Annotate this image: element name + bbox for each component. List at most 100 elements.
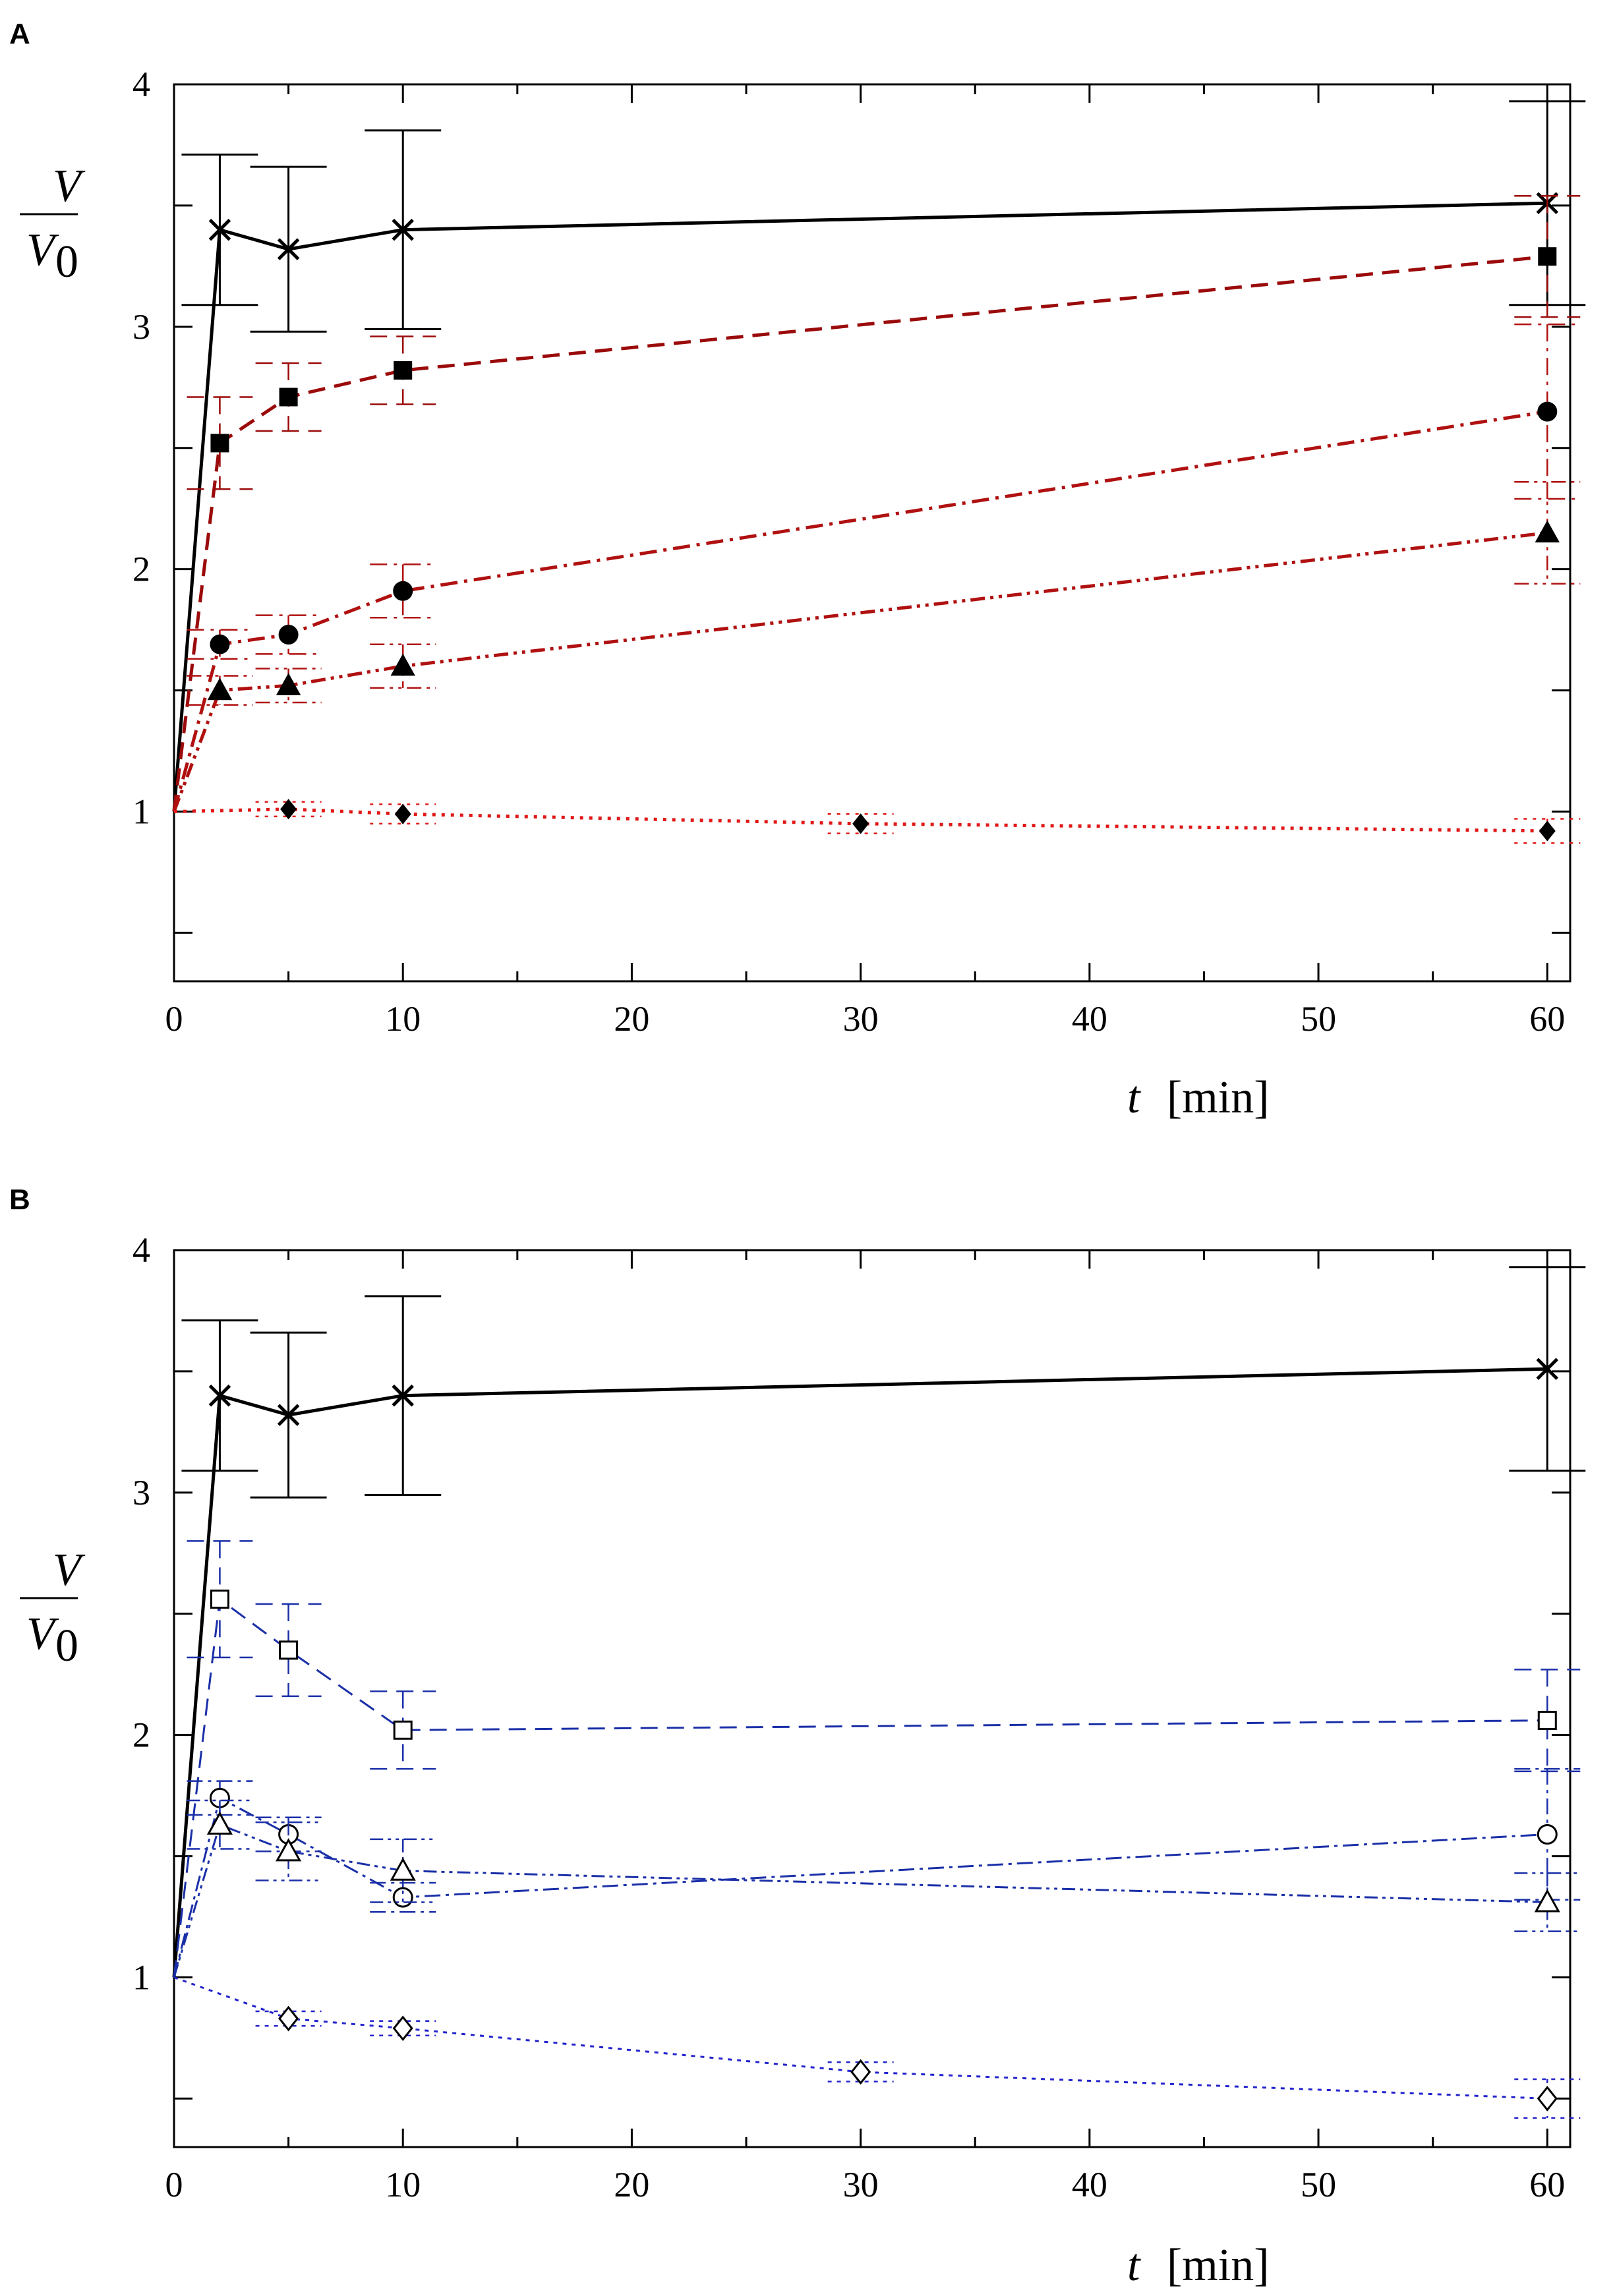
x-tick-label-b-4: 40 [1072, 2165, 1107, 2204]
series-line-open-triangle-b [173, 1823, 1548, 1978]
point-open-triangle-b-1 [276, 1838, 302, 1862]
plot-frame-b [173, 1249, 1571, 2148]
error-bar-open-triangle-b-2 [370, 1838, 436, 1903]
panel-label-b: B [9, 1184, 30, 1216]
y-axis-numerator-a: V [53, 161, 86, 212]
y-axis-denominator-sub-a: 0 [55, 237, 78, 287]
point-triangle-a-0 [207, 677, 233, 701]
series-line-triangle-a [172, 531, 1548, 813]
x-tick-label-a-2: 20 [614, 999, 649, 1039]
series-open-square-b [173, 1540, 1581, 1978]
y-axis-denominator-sub-b: 0 [55, 1621, 78, 1671]
point-circle-a-2 [393, 581, 413, 601]
series-diamond-a [173, 799, 1581, 844]
y-axis-title-a: V V 0 [20, 161, 86, 287]
series-control-b [172, 1266, 1586, 1978]
x-tick-label-a-0: 0 [165, 999, 183, 1039]
point-open-triangle-b-2 [390, 1857, 416, 1881]
point-open-square-b-2 [393, 1720, 413, 1740]
point-diamond-a-3 [1539, 820, 1556, 842]
series-line-square-a [172, 254, 1548, 812]
point-control-b-3 [1536, 1358, 1559, 1381]
y-axis-denominator-b: V [26, 1609, 59, 1659]
y-axis-title-b: V V 0 [20, 1545, 86, 1671]
point-open-square-b-1 [279, 1640, 299, 1660]
point-open-diamond-b-2 [850, 2059, 871, 2085]
x-tick-label-a-1: 10 [385, 999, 421, 1039]
series-control-a [172, 100, 1586, 812]
y-tick-label-b-1: 2 [132, 1715, 150, 1755]
point-square-a-3 [1538, 247, 1557, 266]
x-axis-var-a: t [1127, 1072, 1141, 1123]
x-axis-title-a: t [min] [1127, 1072, 1270, 1123]
point-control-b-1 [277, 1404, 300, 1426]
x-axis-title-b: t [min] [1127, 2240, 1270, 2291]
point-open-diamond-b-3 [1537, 2086, 1558, 2111]
x-tick-label-a-6: 60 [1529, 999, 1565, 1039]
x-axis-unit-b: [min] [1167, 2240, 1270, 2291]
error-bar-square-a-0 [187, 396, 253, 490]
point-open-triangle-b-0 [206, 1811, 233, 1835]
y-tick-label-a-1: 2 [132, 550, 150, 589]
x-axis-unit-a: [min] [1167, 1072, 1270, 1123]
point-triangle-a-1 [276, 673, 301, 695]
series-line-open-square-b [173, 1598, 1548, 1978]
y-axis-numerator-b: V [53, 1545, 86, 1595]
x-tick-label-a-5: 50 [1301, 999, 1336, 1039]
point-open-diamond-b-0 [278, 2005, 299, 2032]
series-triangle-a [172, 481, 1581, 813]
series-open-diamond-b [173, 1976, 1581, 2119]
x-axis-var-b: t [1127, 2240, 1141, 2291]
point-circle-a-3 [1537, 401, 1558, 422]
point-square-a-2 [394, 361, 413, 380]
y-axis-denominator-a: V [26, 225, 59, 275]
error-bar-open-square-b-1 [255, 1603, 322, 1698]
x-tick-label-b-2: 20 [614, 2165, 649, 2204]
point-control-b-0 [208, 1384, 231, 1407]
point-circle-a-1 [278, 624, 299, 645]
point-triangle-a-3 [1535, 520, 1560, 543]
series-line-control-a [172, 201, 1548, 812]
y-tick-label-b-2: 3 [132, 1473, 150, 1512]
x-tick-label-a-3: 30 [843, 999, 879, 1039]
point-diamond-a-0 [280, 799, 297, 820]
series-line-diamond-a [173, 807, 1548, 833]
error-bar-open-triangle-b-0 [187, 1799, 253, 1850]
x-tick-label-b-6: 60 [1529, 2165, 1565, 2204]
point-control-a-2 [392, 218, 414, 241]
panel-label-a: A [9, 18, 30, 50]
point-open-triangle-b-3 [1534, 1889, 1560, 1912]
axis-ticks-a: 0 10 20 30 40 50 60 1 2 3 4 [132, 65, 1570, 1039]
error-bar-open-triangle-b-1 [255, 1821, 322, 1881]
plot-frame-a [173, 83, 1571, 983]
series-line-open-diamond-b [173, 1976, 1548, 2100]
series-square-a [172, 194, 1581, 812]
point-open-circle-b-3 [1537, 1823, 1558, 1845]
y-tick-label-a-0: 1 [132, 792, 150, 832]
error-bar-circle-a-1 [255, 614, 322, 655]
axis-ticks-b: 0 10 20 30 40 50 60 1 2 3 4 [132, 1230, 1570, 2204]
series-circle-a [172, 323, 1581, 813]
series-open-circle-b [173, 1767, 1581, 1978]
x-tick-label-b-5: 50 [1301, 2165, 1336, 2204]
point-open-square-b-0 [210, 1590, 229, 1609]
point-triangle-a-2 [390, 653, 415, 676]
point-square-a-1 [279, 387, 298, 407]
x-tick-label-a-4: 40 [1072, 999, 1107, 1039]
point-open-diamond-b-1 [392, 2015, 413, 2042]
error-bar-circle-a-3 [1514, 323, 1581, 500]
point-square-a-0 [210, 434, 229, 453]
x-tick-label-b-1: 10 [385, 2165, 421, 2204]
point-control-a-1 [277, 238, 300, 260]
series-open-triangle-b [173, 1799, 1581, 1978]
point-circle-a-0 [210, 634, 230, 654]
series-group-b [172, 1266, 1586, 2119]
series-line-open-circle-b [173, 1796, 1548, 1978]
point-diamond-a-1 [394, 803, 411, 824]
point-diamond-a-2 [852, 813, 869, 834]
error-bar-open-triangle-b-3 [1514, 1872, 1581, 1932]
point-control-a-0 [208, 218, 231, 241]
y-tick-label-a-2: 3 [132, 307, 150, 347]
series-line-control-b [172, 1367, 1548, 1978]
panel-a: A 0 10 20 30 40 50 60 1 2 3 4 V V 0 t [min] [9, 18, 1586, 1123]
